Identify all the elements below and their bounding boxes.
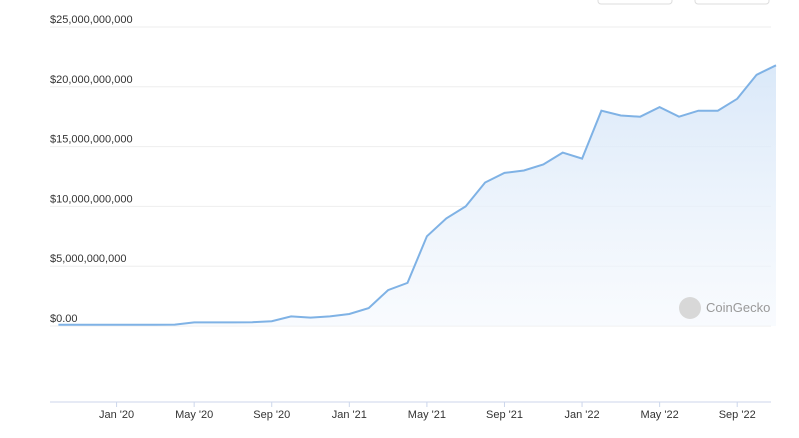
y-tick-label: $15,000,000,000: [50, 134, 133, 146]
x-tick-label: Jan '21: [332, 409, 367, 421]
x-tick-label: May '21: [408, 409, 446, 421]
y-tick-label: $5,000,000,000: [50, 253, 126, 265]
watermark: CoinGecko: [706, 300, 770, 315]
button[interactable]: [694, 0, 770, 5]
x-tick-label: Jan '22: [564, 409, 599, 421]
logo: [679, 297, 701, 319]
y-tick-label: $0.00: [50, 313, 78, 325]
x-tick-label: Sep '21: [486, 409, 523, 421]
line: [58, 64, 777, 326]
area: [58, 65, 776, 327]
x-tick-label: May '20: [175, 409, 213, 421]
y-tick-label: $25,000,000,000: [50, 14, 133, 26]
y-tick-label: $10,000,000,000: [50, 193, 133, 205]
x-tick-label: Sep '22: [719, 409, 756, 421]
y-tick-label: $20,000,000,000: [50, 74, 133, 86]
button[interactable]: [597, 0, 673, 5]
x-tick-label: Sep '20: [253, 409, 290, 421]
x-tick-label: Jan '20: [99, 409, 134, 421]
x-tick-label: May '22: [641, 409, 679, 421]
